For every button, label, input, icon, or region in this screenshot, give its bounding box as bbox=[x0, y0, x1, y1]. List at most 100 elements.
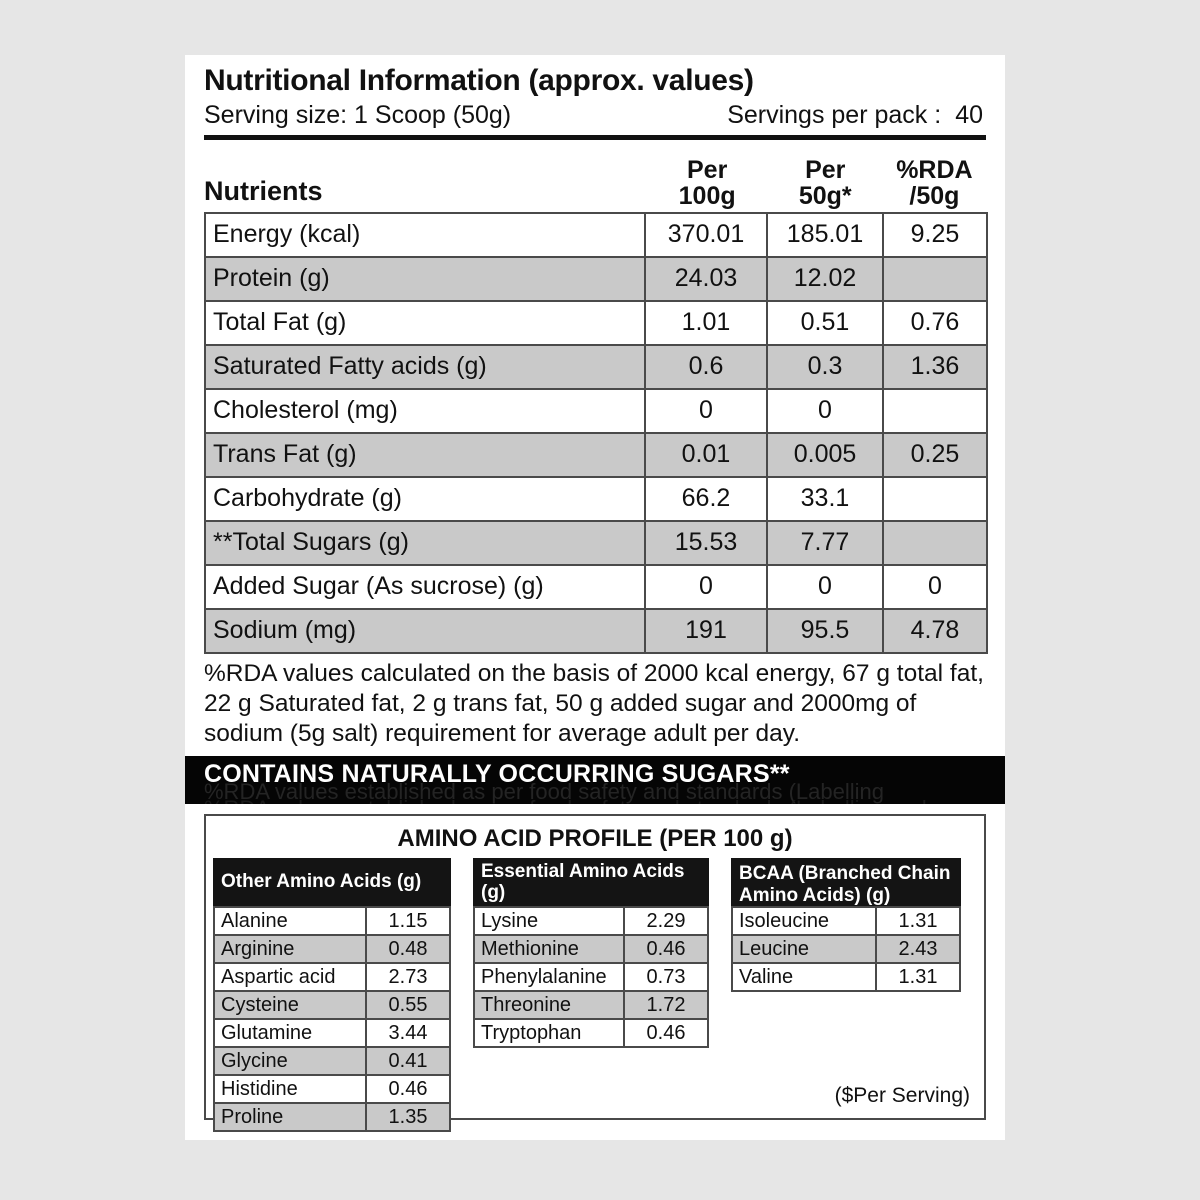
amino-acid-value: 3.44 bbox=[365, 1018, 451, 1049]
column-header-rda-line2: /50g bbox=[909, 182, 960, 211]
table-row: Trans Fat (g) 0.01 0.005 0.25 bbox=[204, 432, 988, 479]
nutrient-rda bbox=[882, 520, 988, 567]
column-header-per-100g: Per 100g bbox=[647, 157, 768, 212]
essential-amino-acids-column-heading: Essential Amino Acids (g) bbox=[473, 858, 709, 907]
amino-acid-value: 0.48 bbox=[365, 934, 451, 965]
nutrient-name: Total Fat (g) bbox=[204, 300, 646, 347]
list-item: Valine 1.31 bbox=[731, 962, 961, 993]
amino-acid-value: 0.41 bbox=[365, 1046, 451, 1077]
amino-acid-name: Leucine bbox=[731, 934, 877, 965]
other-amino-acids-column-table: Alanine 1.15 Arginine 0.48 Aspartic acid 2.73… bbox=[213, 906, 451, 1133]
column-header-per-50g-line1: Per bbox=[805, 156, 846, 185]
list-item: Glycine 0.41 bbox=[213, 1046, 451, 1077]
amino-acid-value: 2.73 bbox=[365, 962, 451, 993]
amino-acid-columns: Other Amino Acids (g) Alanine 1.15 Arginine… bbox=[213, 858, 977, 1133]
nutrient-name: Added Sugar (As sucrose) (g) bbox=[204, 564, 646, 611]
amino-acid-value: 1.31 bbox=[875, 906, 961, 937]
list-item: Tryptophan 0.46 bbox=[473, 1018, 709, 1049]
list-item: Lysine 2.29 bbox=[473, 906, 709, 937]
nutrient-per-50g: 0 bbox=[766, 388, 884, 435]
amino-acid-name: Cysteine bbox=[213, 990, 367, 1021]
column-header-per-50g-line2: 50g* bbox=[798, 182, 852, 211]
header-divider bbox=[204, 135, 986, 141]
nutrient-rda bbox=[882, 476, 988, 523]
nutrient-per-50g: 95.5 bbox=[766, 608, 884, 655]
table-row: **Total Sugars (g) 15.53 7.77 bbox=[204, 520, 988, 567]
column-header-rda-line1: %RDA bbox=[896, 156, 973, 185]
nutrient-per-100g: 0.01 bbox=[644, 432, 768, 479]
nutrient-per-100g: 0 bbox=[644, 388, 768, 435]
nutrient-per-50g: 0.51 bbox=[766, 300, 884, 347]
page-title: Nutritional Information (approx. values) bbox=[204, 64, 754, 97]
nutrient-per-50g: 33.1 bbox=[766, 476, 884, 523]
amino-acid-value: 1.31 bbox=[875, 962, 961, 993]
nutrient-per-100g: 66.2 bbox=[644, 476, 768, 523]
list-item: Phenylalanine 0.73 bbox=[473, 962, 709, 993]
amino-acid-name: Phenylalanine bbox=[473, 962, 625, 993]
nutrient-name: Cholesterol (mg) bbox=[204, 388, 646, 435]
nutrient-name: Saturated Fatty acids (g) bbox=[204, 344, 646, 391]
nutrient-name: Energy (kcal) bbox=[204, 212, 646, 259]
per-serving-prefix: ($ bbox=[834, 1084, 854, 1108]
amino-acid-name: Isoleucine bbox=[731, 906, 877, 937]
nutrient-rda: 4.78 bbox=[882, 608, 988, 655]
amino-acid-name: Aspartic acid bbox=[213, 962, 367, 993]
amino-acid-value: 1.72 bbox=[623, 990, 709, 1021]
nutrient-rda: 0.25 bbox=[882, 432, 988, 479]
banner-ghost-text-line2: %RDA values established as per food safe… bbox=[204, 797, 997, 805]
servings-per-pack-group: Servings per pack : 40 bbox=[727, 100, 986, 130]
list-item: Arginine 0.48 bbox=[213, 934, 451, 965]
nutrition-label-card: Nutritional Information (approx. values)… bbox=[185, 55, 1005, 1140]
nutrient-per-100g: 24.03 bbox=[644, 256, 768, 303]
nutrient-name: Trans Fat (g) bbox=[204, 432, 646, 479]
table-row: Total Fat (g) 1.01 0.51 0.76 bbox=[204, 300, 988, 347]
amino-acid-name: Glutamine bbox=[213, 1018, 367, 1049]
list-item: Isoleucine 1.31 bbox=[731, 906, 961, 937]
nutrient-per-100g: 370.01 bbox=[644, 212, 768, 259]
list-item: Histidine 0.46 bbox=[213, 1074, 451, 1105]
amino-acid-name: Alanine bbox=[213, 906, 367, 937]
amino-acid-value: 2.29 bbox=[623, 906, 709, 937]
nutrient-rda: 9.25 bbox=[882, 212, 988, 259]
list-item: Alanine 1.15 bbox=[213, 906, 451, 937]
amino-acid-value: 0.46 bbox=[365, 1074, 451, 1105]
table-row: Energy (kcal) 370.01 185.01 9.25 bbox=[204, 212, 988, 259]
list-item: Proline 1.35 bbox=[213, 1102, 451, 1133]
essential-amino-acids-column: Essential Amino Acids (g) Lysine 2.29 Methi… bbox=[473, 858, 709, 1049]
list-item: Methionine 0.46 bbox=[473, 934, 709, 965]
amino-acid-name: Valine bbox=[731, 962, 877, 993]
column-header-per-50g: Per 50g* bbox=[768, 157, 883, 212]
serving-size-label: Serving size: 1 Scoop (50g) bbox=[204, 101, 512, 130]
nutrient-per-100g: 0 bbox=[644, 564, 768, 611]
serving-info-row: Serving size: 1 Scoop (50g) Servings per… bbox=[204, 100, 986, 130]
nutrient-name: Protein (g) bbox=[204, 256, 646, 303]
essential-amino-acids-column-table: Lysine 2.29 Methionine 0.46 Phenylalanine 0.7… bbox=[473, 906, 709, 1049]
nutrition-table: Energy (kcal) 370.01 185.01 9.25 Protein (g)… bbox=[204, 212, 988, 655]
amino-acid-value: 0.46 bbox=[623, 934, 709, 965]
nutrient-per-50g: 0 bbox=[766, 564, 884, 611]
amino-acid-name: Methionine bbox=[473, 934, 625, 965]
other-amino-acids-column: Other Amino Acids (g) Alanine 1.15 Arginine… bbox=[213, 858, 451, 1133]
nutrition-table-wrapper: Energy (kcal) 370.01 185.01 9.25 Protein (g)… bbox=[185, 212, 1005, 655]
column-header-per-100g-line1: Per bbox=[686, 156, 728, 185]
nutrient-per-100g: 1.01 bbox=[644, 300, 768, 347]
nutrition-table-body: Energy (kcal) 370.01 185.01 9.25 Protein (g)… bbox=[204, 212, 988, 655]
servings-per-pack-value: 40 bbox=[955, 101, 983, 130]
amino-acid-name: Glycine bbox=[213, 1046, 367, 1077]
nutrient-per-50g: 185.01 bbox=[766, 212, 884, 259]
banner-ghost-text-line1: %RDA values established as per food safe… bbox=[204, 779, 884, 805]
column-header-nutrients: Nutrients bbox=[204, 176, 323, 207]
amino-acid-value: 1.15 bbox=[365, 906, 451, 937]
amino-acid-name: Arginine bbox=[213, 934, 367, 965]
table-row: Saturated Fatty acids (g) 0.6 0.3 1.36 bbox=[204, 344, 988, 391]
amino-acid-name: Histidine bbox=[213, 1074, 367, 1105]
bcaa-column-table: Isoleucine 1.31 Leucine 2.43 Valine 1.31 bbox=[731, 906, 961, 993]
nutrient-per-100g: 0.6 bbox=[644, 344, 768, 391]
nutrient-per-100g: 15.53 bbox=[644, 520, 768, 567]
list-item: Threonine 1.72 bbox=[473, 990, 709, 1021]
column-header-per-100g-line2: 100g bbox=[678, 182, 736, 211]
per-serving-note: ($Per Serving) bbox=[835, 1084, 970, 1108]
sugars-banner: %RDA values established as per food safe… bbox=[185, 756, 1005, 805]
nutrient-per-50g: 7.77 bbox=[766, 520, 884, 567]
